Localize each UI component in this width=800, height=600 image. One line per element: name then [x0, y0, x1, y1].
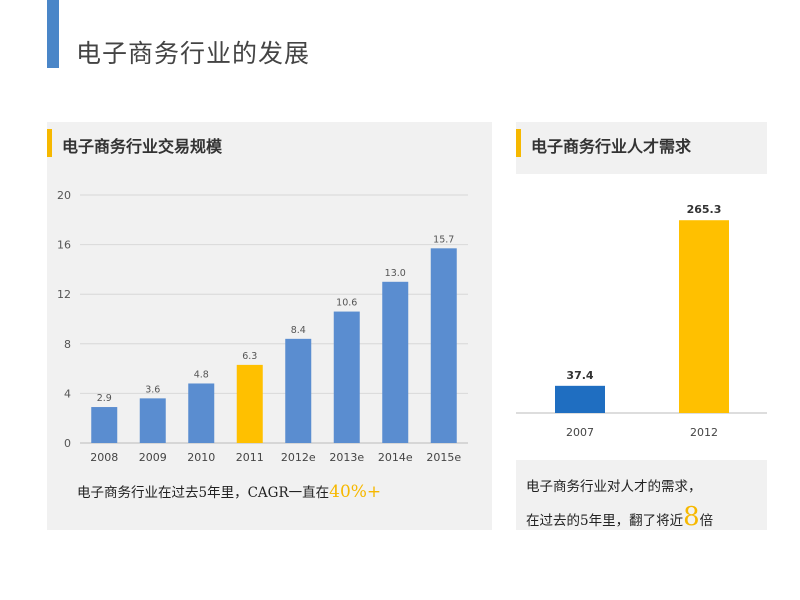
data-label: 6.3 — [242, 351, 257, 362]
x-tick-label: 2010 — [187, 451, 215, 464]
y-tick-label: 16 — [57, 239, 71, 252]
left-caption-highlight: 40%+ — [329, 482, 382, 502]
x-tick-label: 2013e — [329, 451, 364, 464]
right-caption-line2: 在过去的5年里，翻了将近8倍 — [526, 504, 714, 530]
right-panel-heading: 电子商务行业人才需求 — [531, 137, 692, 156]
bar — [188, 383, 215, 443]
left-heading-marker — [47, 129, 52, 157]
bar — [139, 398, 166, 443]
y-tick-label: 8 — [64, 338, 71, 351]
data-label: 2.9 — [97, 393, 112, 404]
bar — [285, 338, 312, 443]
x-tick-label: 2011 — [236, 451, 264, 464]
right-caption-suffix: 倍 — [699, 513, 714, 529]
x-tick-label: 2015e — [426, 451, 461, 464]
left-caption: 电子商务行业在过去5年里，CAGR一直在40%+ — [77, 481, 381, 502]
x-tick-label: 2008 — [90, 451, 118, 464]
left-panel-heading: 电子商务行业交易规模 — [62, 137, 223, 156]
right-heading-marker — [516, 129, 521, 157]
y-tick-label: 4 — [64, 387, 71, 400]
data-label: 13.0 — [385, 268, 406, 279]
y-tick-label: 20 — [57, 189, 71, 202]
bar — [679, 220, 729, 413]
left-caption-text: 电子商务行业在过去5年里，CAGR一直在 — [77, 485, 330, 501]
bar — [333, 311, 360, 443]
data-label: 10.6 — [336, 298, 357, 309]
data-label: 37.4 — [566, 369, 593, 382]
data-label: 15.7 — [433, 234, 454, 245]
x-tick-label: 2009 — [139, 451, 167, 464]
right-caption-line1: 电子商务行业对人才的需求， — [526, 479, 702, 495]
bar — [91, 407, 118, 443]
data-label: 4.8 — [194, 369, 209, 380]
y-tick-label: 12 — [57, 288, 71, 301]
bar — [236, 364, 263, 443]
bar — [555, 385, 605, 413]
page-title: 电子商务行业的发展 — [76, 39, 311, 68]
data-label: 3.6 — [145, 384, 160, 395]
right-caption-highlight: 8 — [683, 502, 700, 532]
y-tick-label: 0 — [64, 437, 71, 450]
x-tick-label: 2014e — [378, 451, 413, 464]
left-panel — [47, 122, 492, 530]
bar — [382, 281, 409, 443]
title-accent-bar — [47, 0, 59, 68]
x-tick-label: 2012 — [690, 426, 718, 439]
data-label: 8.4 — [291, 325, 306, 336]
data-label: 265.3 — [687, 203, 722, 216]
right-caption-text: 在过去的5年里，翻了将近 — [526, 513, 684, 529]
bar — [430, 248, 457, 443]
x-tick-label: 2007 — [566, 426, 594, 439]
x-tick-label: 2012e — [281, 451, 316, 464]
